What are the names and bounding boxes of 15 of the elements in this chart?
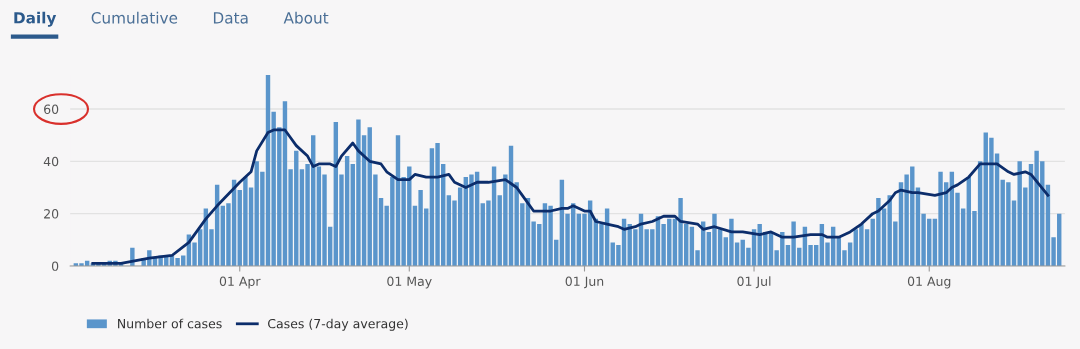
y-tick-label: 60 (44, 104, 59, 114)
x-tick-label: 01 Jun (565, 276, 604, 289)
text: Daily (14, 11, 57, 27)
y-tick-label: 20 (44, 209, 59, 219)
y-tick-label: 40 (43, 156, 59, 167)
y-tick-label: 0 (51, 261, 59, 271)
x-tick-label: 01 May (387, 276, 432, 289)
legend-label: Cases (7-day average) (268, 318, 408, 331)
text: Data (213, 12, 248, 24)
x-tick-label: 01 Aug (907, 276, 951, 289)
text: Cumulative (91, 11, 178, 24)
x-tick-label: 01 Jul (737, 276, 771, 289)
legend-label: Number of cases (118, 318, 222, 329)
x-tick-label: 01 Apr (219, 276, 261, 289)
text: About (283, 11, 329, 24)
